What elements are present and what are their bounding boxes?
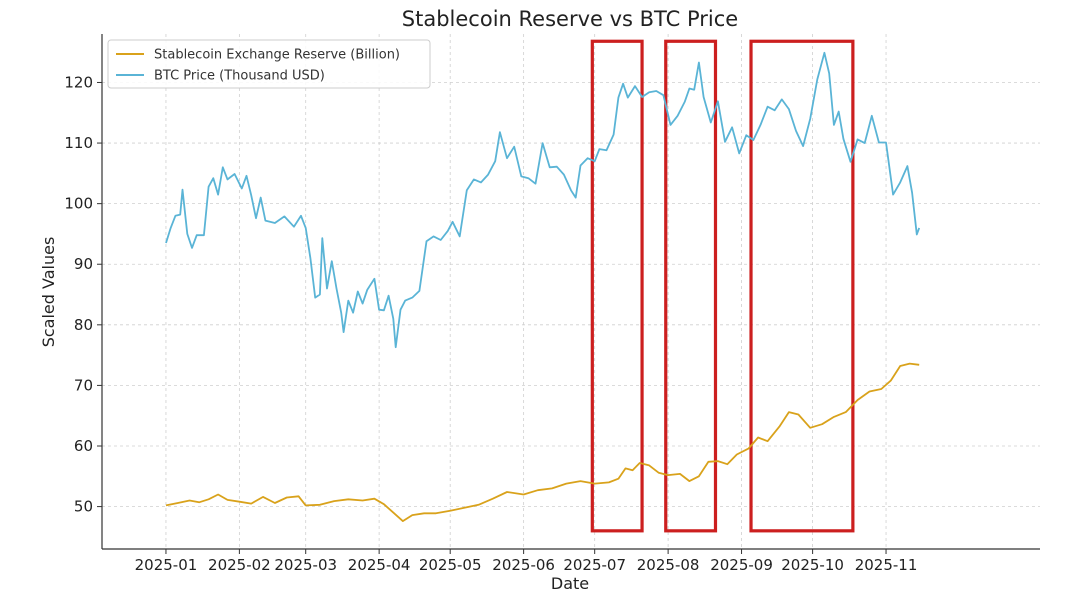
- x-tick-label: 2025-08: [637, 556, 700, 574]
- y-axis-label: Scaled Values: [39, 237, 58, 348]
- x-tick-label: 2025-05: [419, 556, 482, 574]
- highlight-box: [664, 39, 718, 533]
- y-tick-label: 70: [74, 376, 93, 394]
- y-tick-label: 120: [64, 73, 93, 91]
- x-tick-label: 2025-04: [348, 556, 411, 574]
- highlight-box: [749, 39, 855, 533]
- legend-box: [107, 39, 431, 89]
- x-tick-label: 2025-10: [781, 556, 844, 574]
- legend: Stablecoin Exchange Reserve (Billion) BTC…: [107, 39, 431, 89]
- x-tick-label: 2025-01: [135, 556, 198, 574]
- x-tick-label: 2025-03: [274, 556, 337, 574]
- x-tick-label: 2025-11: [855, 556, 918, 574]
- x-tick-label: 2025-07: [563, 556, 626, 574]
- y-tick-label: 110: [64, 134, 93, 152]
- y-tick-label: 80: [74, 316, 93, 334]
- series-lines: [165, 51, 921, 522]
- highlight-boxes: [590, 39, 855, 533]
- legend-label: Stablecoin Exchange Reserve (Billion): [154, 48, 400, 63]
- highlight-box: [590, 39, 644, 533]
- x-axis-label: Date: [551, 574, 589, 593]
- stablecoin-reserve-line: [165, 362, 920, 522]
- chart-title: Stablecoin Reserve vs BTC Price: [402, 7, 738, 31]
- x-tick-label: 2025-02: [208, 556, 271, 574]
- x-tick-label: 2025-06: [492, 556, 555, 574]
- axes: [97, 34, 1040, 554]
- tick-labels: 2025-01 2025-02 2025-03 2025-04 2025-05 2025-…: [64, 73, 917, 574]
- x-tick-label: 2025-09: [710, 556, 773, 574]
- y-tick-label: 50: [74, 498, 93, 516]
- legend-label: BTC Price (Thousand USD): [154, 69, 325, 84]
- y-tick-label: 60: [74, 437, 93, 455]
- grid-lines: [102, 34, 1040, 549]
- y-tick-label: 90: [74, 255, 93, 273]
- y-tick-label: 100: [64, 195, 93, 213]
- btc-price-line: [165, 51, 921, 349]
